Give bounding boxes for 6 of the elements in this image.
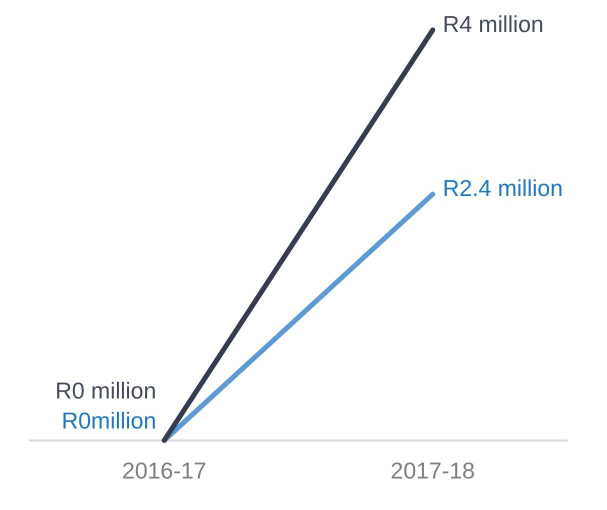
data-label: R0million bbox=[62, 407, 156, 434]
data-label: R2.4 million bbox=[442, 175, 563, 202]
data-label: R4 million bbox=[442, 11, 544, 37]
data-label: R0 million bbox=[55, 377, 156, 404]
x-tick-label: 2017-18 bbox=[390, 458, 475, 484]
x-tick-label: 2016-17 bbox=[122, 458, 206, 484]
